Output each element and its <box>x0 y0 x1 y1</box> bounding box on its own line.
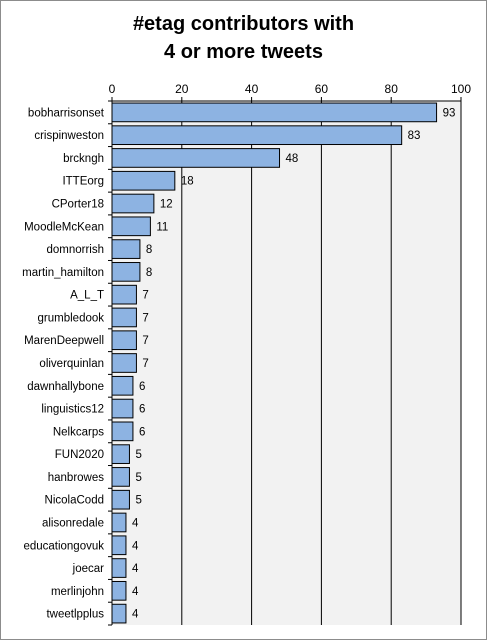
x-tick-label: 0 <box>109 82 116 96</box>
data-label: 93 <box>443 107 456 119</box>
bar <box>111 102 438 123</box>
chart-title-line-2: 4 or more tweets <box>164 41 323 63</box>
category-label: ITTEorg <box>62 176 104 188</box>
bar <box>111 353 137 373</box>
x-tick-label: 40 <box>245 82 259 96</box>
bar <box>111 398 134 419</box>
bar <box>111 307 137 328</box>
data-label: 6 <box>139 426 145 438</box>
data-label: 7 <box>142 358 148 370</box>
data-label: 18 <box>181 176 194 188</box>
x-tick-label: 20 <box>175 82 189 96</box>
category-label: Nelkcarps <box>53 426 104 438</box>
bar <box>111 239 141 259</box>
bar <box>111 558 127 578</box>
x-tick-label: 60 <box>315 82 329 96</box>
data-label: 7 <box>142 335 148 347</box>
data-label: 11 <box>156 221 168 233</box>
data-label: 4 <box>132 540 139 552</box>
bar <box>111 262 141 282</box>
bar <box>111 375 134 396</box>
bar <box>111 216 151 237</box>
data-label: 8 <box>146 244 152 256</box>
category-label: hanbrowes <box>48 472 105 484</box>
data-label: 12 <box>160 199 173 211</box>
data-label: 4 <box>132 563 139 575</box>
category-label: alisonredale <box>42 517 104 529</box>
data-label: 7 <box>142 290 148 302</box>
data-label: 5 <box>135 449 141 461</box>
bar <box>111 125 403 146</box>
bar <box>111 535 127 556</box>
category-label: bobharrisonset <box>28 107 105 119</box>
category-label: tweetlpplus <box>46 609 104 621</box>
bar <box>111 603 127 624</box>
bar <box>111 330 137 351</box>
data-label: 5 <box>135 472 141 484</box>
category-label: CPorter18 <box>52 199 104 211</box>
category-label: linguistics12 <box>41 404 104 416</box>
category-label: NicolaCodd <box>45 495 104 507</box>
category-label: domnorrish <box>46 244 104 256</box>
bar <box>111 170 176 191</box>
x-tick-label: 100 <box>451 82 471 96</box>
data-label: 8 <box>146 267 152 279</box>
category-label: MoodleMcKean <box>24 221 104 233</box>
chart-title-line-1: #etag contributors with <box>132 13 355 35</box>
data-label: 4 <box>132 517 139 529</box>
bar <box>111 489 130 510</box>
category-label: joecar <box>72 563 104 575</box>
bar <box>111 421 134 442</box>
category-label: brckngh <box>63 153 104 165</box>
bar <box>111 580 127 601</box>
bar <box>111 444 130 464</box>
data-label: 4 <box>132 609 139 621</box>
data-label: 6 <box>139 404 145 416</box>
bar <box>111 467 130 487</box>
data-label: 4 <box>132 586 139 598</box>
category-label: martin_hamilton <box>22 267 104 279</box>
category-label: FUN2020 <box>55 449 104 461</box>
bar <box>111 512 127 533</box>
data-label: 83 <box>408 130 421 142</box>
data-label: 6 <box>139 381 145 393</box>
category-label: merlinjohn <box>51 586 104 598</box>
category-label: grumbledook <box>38 312 105 324</box>
category-label: oliverquinlan <box>39 358 104 370</box>
category-label: educationgovuk <box>23 540 104 552</box>
data-label: 48 <box>286 153 299 165</box>
category-label: A_L_T <box>70 290 104 302</box>
category-label: crispinweston <box>34 130 104 142</box>
x-tick-label: 80 <box>385 82 399 96</box>
bar <box>111 193 155 214</box>
bar <box>111 148 281 168</box>
chart-title: #etag contributors with 4 or more tweets <box>0 10 487 66</box>
category-label: MarenDeepwell <box>24 335 104 347</box>
bar <box>111 284 137 305</box>
data-label: 5 <box>135 495 141 507</box>
category-label: dawnhallybone <box>27 381 104 393</box>
data-label: 7 <box>142 312 148 324</box>
